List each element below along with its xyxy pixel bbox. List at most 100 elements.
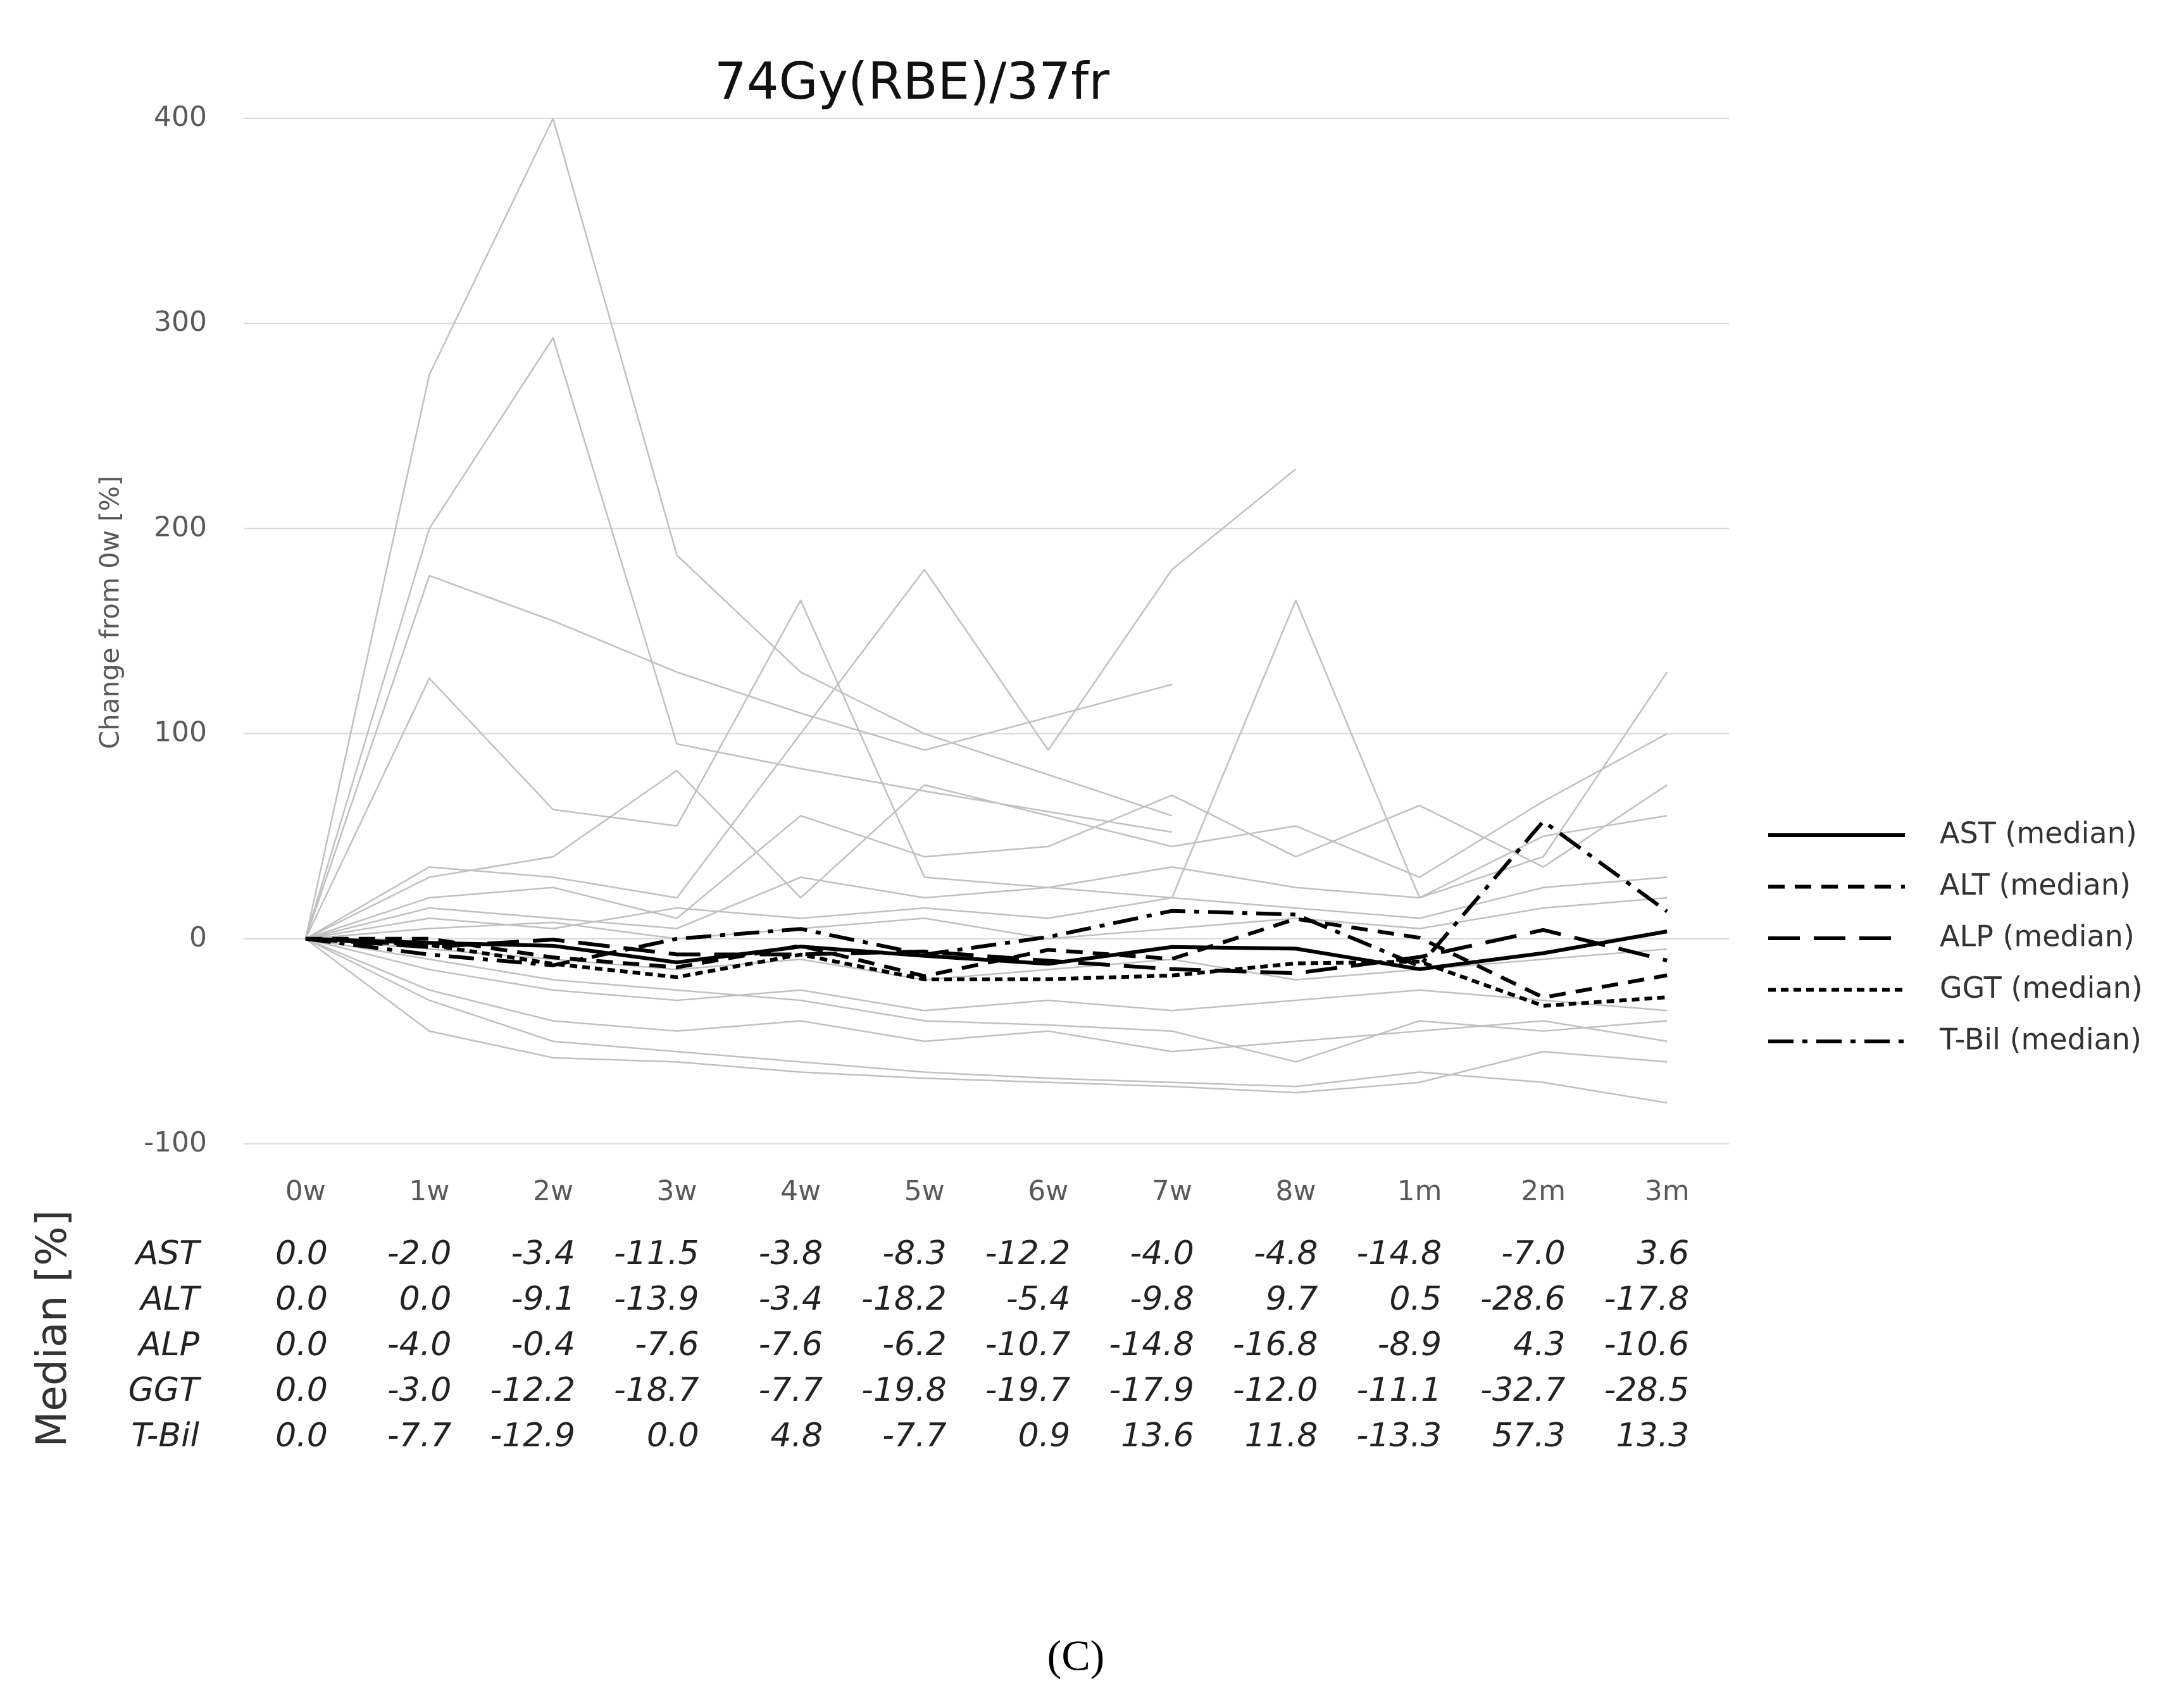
- table-value: 0.0: [275, 1280, 328, 1318]
- y-tick-label: -100: [144, 1126, 207, 1158]
- table-value: -9.1: [511, 1280, 575, 1318]
- patient-line: [304, 337, 1173, 940]
- x-tick-label: 1m: [1397, 1175, 1442, 1207]
- table-value: 4.3: [1513, 1325, 1566, 1363]
- table-value: -13.3: [1356, 1417, 1442, 1455]
- median-line: [305, 929, 1668, 971]
- table-value: 0.0: [399, 1280, 452, 1318]
- table-value: -12.2: [490, 1371, 575, 1409]
- table-value: -18.7: [614, 1371, 699, 1409]
- table-row-label: ALT: [139, 1280, 202, 1318]
- patient-line: [304, 599, 1668, 940]
- y-axis-label: Change from 0w [%]: [94, 476, 125, 749]
- table-value: 3.6: [1637, 1234, 1690, 1272]
- x-tick-label: 2m: [1521, 1175, 1566, 1207]
- table-value: -4.0: [387, 1325, 451, 1363]
- table-value: 57.3: [1492, 1417, 1566, 1455]
- patient-line: [305, 784, 1668, 940]
- table-value: -7.0: [1501, 1234, 1565, 1272]
- legend-label: GGT (median): [1940, 971, 2143, 1005]
- y-tick-label: 300: [154, 306, 207, 338]
- table-value: -5.4: [1006, 1280, 1070, 1318]
- table-value: -16.8: [1233, 1325, 1318, 1363]
- table-value: -28.6: [1480, 1280, 1566, 1318]
- table-value: -14.8: [1109, 1325, 1194, 1363]
- patient-line: [305, 938, 1668, 1104]
- table-row-label: AST: [134, 1234, 203, 1272]
- table-value: 0.0: [275, 1234, 328, 1272]
- table-value: -4.8: [1254, 1234, 1318, 1272]
- table-value: 9.7: [1266, 1280, 1318, 1318]
- table-value: -3.8: [759, 1234, 823, 1272]
- table-row-label: GGT: [128, 1371, 203, 1409]
- table-value: -3.4: [511, 1234, 575, 1272]
- legend-label: AST (median): [1940, 816, 2137, 850]
- table-value: -2.0: [387, 1234, 451, 1272]
- patient-line: [305, 815, 1668, 940]
- table-row-label: T-Bil: [131, 1417, 199, 1455]
- x-tick-label: 3m: [1645, 1175, 1690, 1207]
- x-tick-label: 7w: [1152, 1175, 1192, 1207]
- table-value: 4.8: [770, 1417, 823, 1455]
- table-value: 0.9: [1018, 1417, 1071, 1455]
- table-value: 0.0: [275, 1325, 328, 1363]
- table-value: -4.0: [1130, 1234, 1194, 1272]
- patient-line: [305, 938, 1668, 1063]
- y-tick-label: 200: [154, 511, 207, 543]
- table-value: 11.8: [1245, 1417, 1318, 1455]
- table-value: -12.0: [1233, 1371, 1318, 1409]
- median-line: [305, 917, 1668, 1000]
- table-value: -8.3: [882, 1234, 946, 1272]
- table-value: -19.8: [861, 1371, 947, 1409]
- patient-line: [304, 574, 1173, 940]
- x-tick-label: 2w: [533, 1175, 573, 1207]
- table-value: -0.4: [511, 1325, 575, 1363]
- table-value: -13.9: [614, 1280, 699, 1318]
- y-tick-label: 400: [154, 101, 207, 133]
- table-row-label: ALP: [137, 1325, 200, 1363]
- table-value: -12.2: [985, 1234, 1071, 1272]
- table-value: -28.5: [1604, 1371, 1690, 1409]
- table-value: 0.0: [647, 1417, 699, 1455]
- patient-line: [305, 733, 1668, 940]
- table-value: -17.8: [1604, 1280, 1690, 1318]
- table-value: -3.0: [387, 1371, 451, 1409]
- table-value: -6.2: [882, 1325, 946, 1363]
- x-tick-label: 3w: [657, 1175, 697, 1207]
- table-value: -18.2: [861, 1280, 947, 1318]
- table-value: -10.7: [985, 1325, 1071, 1363]
- table-value: -12.9: [490, 1417, 575, 1455]
- table-value: -9.8: [1130, 1280, 1194, 1318]
- x-tick-label: 0w: [285, 1175, 326, 1207]
- patient-line: [305, 876, 1668, 940]
- table-value: -32.7: [1480, 1371, 1566, 1409]
- table-value: 0.0: [275, 1417, 328, 1455]
- table-value: -3.4: [759, 1280, 823, 1318]
- legend-label: T-Bil (median): [1939, 1022, 2142, 1057]
- table-value: -10.6: [1604, 1325, 1690, 1363]
- median-line: [305, 819, 1668, 968]
- table-value: -17.9: [1109, 1371, 1194, 1409]
- table-value: -19.7: [985, 1371, 1071, 1409]
- x-tick-label: 5w: [904, 1175, 945, 1207]
- y-tick-label: 100: [154, 716, 207, 748]
- table-value: 0.0: [275, 1371, 328, 1409]
- table-value: 13.3: [1616, 1417, 1689, 1455]
- x-tick-label: 8w: [1275, 1175, 1316, 1207]
- patient-line: [305, 938, 1668, 1094]
- median-line: [305, 936, 1668, 1008]
- x-tick-label: 1w: [409, 1175, 449, 1207]
- chart-title: 74Gy(RBE)/37fr: [714, 52, 1109, 111]
- x-tick-label: 4w: [780, 1175, 821, 1207]
- patient-line: [305, 938, 1668, 1012]
- legend-label: ALT (median): [1940, 867, 2131, 902]
- table-value: 0.5: [1389, 1280, 1442, 1318]
- table-value: -7.6: [759, 1325, 823, 1363]
- legend-label: ALP (median): [1940, 919, 2135, 953]
- table-title: Median [%]: [27, 1210, 76, 1447]
- patient-line: [304, 117, 1173, 940]
- table-value: -11.5: [614, 1234, 699, 1272]
- panel-label: (C): [1047, 1632, 1105, 1680]
